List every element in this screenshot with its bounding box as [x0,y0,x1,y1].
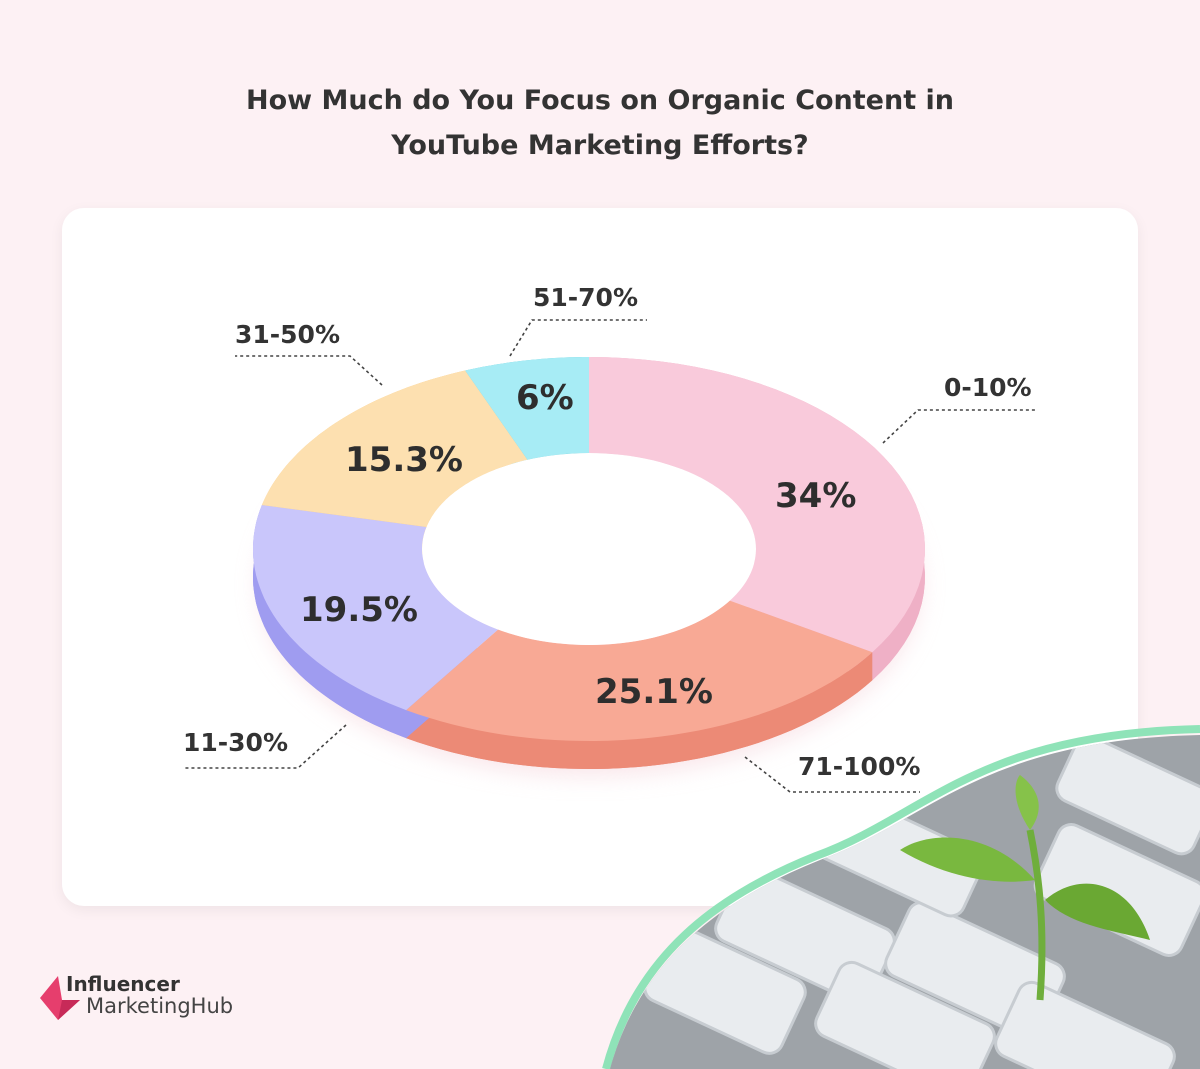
slice-wall-11-30% [253,505,407,739]
slice-71-100% [406,600,873,741]
value-label: 15.3% [345,440,463,480]
slice-0-10% [589,357,925,653]
leader-line [882,409,1035,444]
slice-31-50% [261,370,528,527]
category-label: 11-30% [183,728,289,757]
category-label: 31-50% [235,320,341,349]
logo-line-2: MarketingHub [86,994,234,1018]
chart-title: How Much do You Focus on Organic Content… [0,78,1200,168]
value-label: 25.1% [595,672,713,712]
value-label: 19.5% [300,590,418,630]
logo-line-1: Influencer [66,972,180,996]
leader-line [509,319,647,357]
slice-wall-71-100% [406,652,873,769]
value-label: 6% [516,378,574,418]
leader-line [744,756,920,793]
category-label: 51-70% [533,283,639,312]
category-label: 71-100% [798,752,921,781]
leader-line [235,355,383,386]
slice-11-30% [253,505,499,711]
title-line-2: YouTube Marketing Efforts? [391,130,809,161]
category-label: 0-10% [944,373,1032,402]
slice-51-70% [465,357,589,460]
logo-mark-icon [40,976,80,1020]
title-line-1: How Much do You Focus on Organic Content… [246,85,954,116]
donut-hole [422,453,756,645]
value-label: 34% [775,476,857,516]
leader-lines [183,319,1035,793]
